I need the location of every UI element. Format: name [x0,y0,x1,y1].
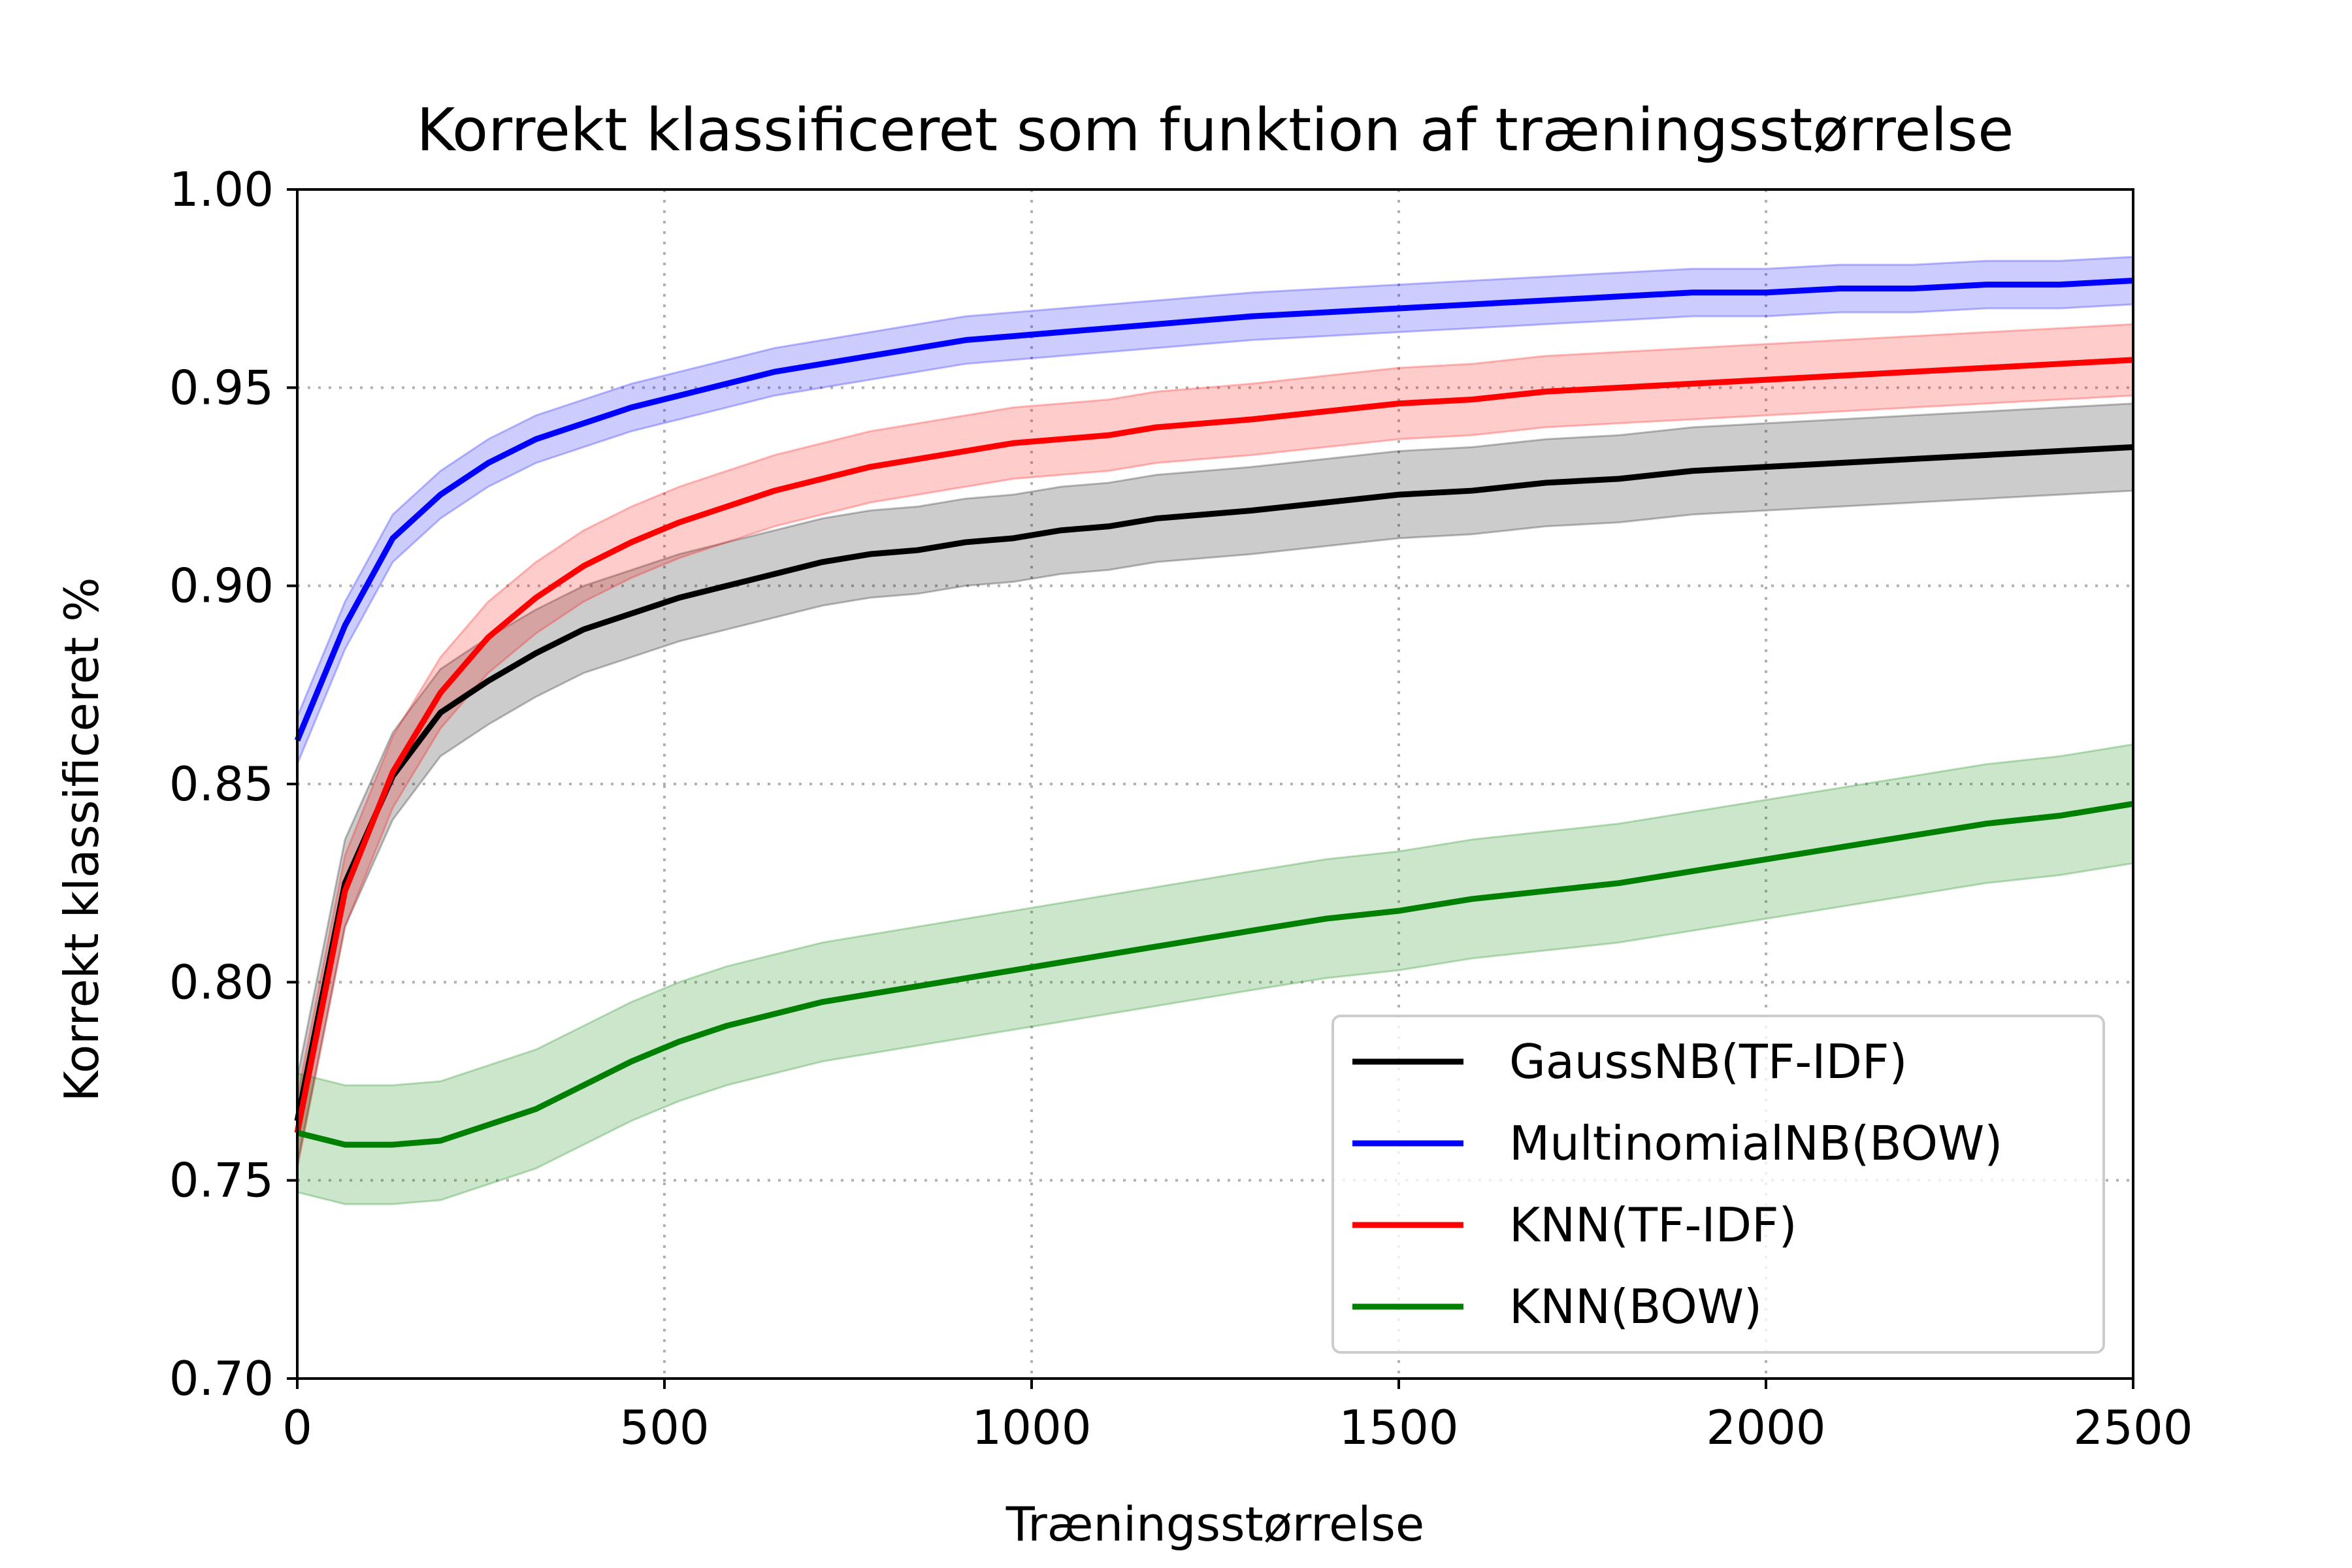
x-axis-ticks: 0 500 1000 1500 2000 2500 [282,1379,2193,1455]
y-axis-title: Korrekt klassificeret % [54,577,109,1102]
x-tick-label-3: 1500 [1339,1400,1458,1455]
x-tick-label-5: 2500 [2073,1400,2193,1455]
legend-label-1: MultinomialNB(BOW) [1509,1116,2002,1171]
y-tick-label-5: 0.95 [169,360,274,415]
y-axis-ticks: 0.70 0.75 0.80 0.85 0.90 0.95 1.00 [169,162,297,1406]
legend: GaussNB(TF-IDF) MultinomialNB(BOW) KNN(TF-… [1331,1015,2105,1354]
y-tick-label-6: 1.00 [169,162,274,217]
y-tick-label-3: 0.85 [169,757,274,811]
x-tick-label-0: 0 [282,1400,312,1455]
x-tick-label-4: 2000 [1706,1400,1825,1455]
chart-title: Korrekt klassificeret som funktion af tr… [417,96,2014,165]
series-line-0 [294,444,2134,1122]
series-line-3 [296,800,2134,1148]
series-line-1 [294,278,2134,742]
legend-label-0: GaussNB(TF-IDF) [1509,1034,1907,1089]
legend-box [1331,1015,2105,1354]
legend-label-2: KNN(TF-IDF) [1509,1198,1797,1252]
series-line-2 [294,357,2134,1134]
legend-label-3: KNN(BOW) [1509,1279,1762,1334]
y-tick-label-4: 0.90 [169,559,274,613]
x-axis-title: Træningsstørrelse [1005,1497,1424,1552]
y-tick-label-0: 0.70 [169,1351,274,1406]
x-tick-label-2: 1000 [972,1400,1091,1455]
x-tick-label-1: 500 [619,1400,709,1455]
y-tick-label-2: 0.80 [169,955,274,1009]
y-tick-label-1: 0.75 [169,1153,274,1208]
series-lines [294,278,2134,1148]
